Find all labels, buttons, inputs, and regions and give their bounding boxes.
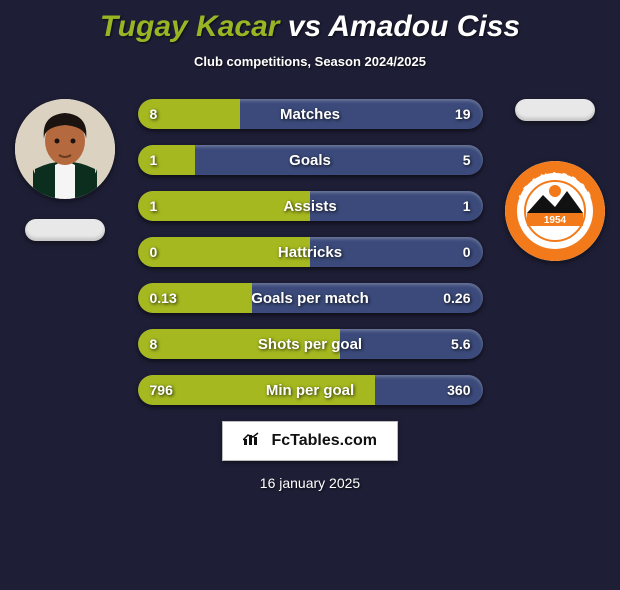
stat-row: 819Matches [138,99,483,129]
stat-bar-bg [138,375,483,405]
player1-name-title: Tugay Kacar [100,10,280,43]
stat-bar-player1 [138,283,253,313]
stat-row: 15Goals [138,145,483,175]
stat-bar-player1 [138,145,196,175]
stat-bar-bg [138,283,483,313]
stat-bar-bg [138,329,483,359]
bar-chart-icon [243,432,265,449]
stat-row: 0.130.26Goals per match [138,283,483,313]
stat-row: 11Assists [138,191,483,221]
stat-bar-player1 [138,237,311,267]
stat-row: 796360Min per goal [138,375,483,405]
stat-bar-player1 [138,329,341,359]
player2-name-title: Amadou Ciss [328,10,520,43]
stat-bar-player1 [138,99,240,129]
player1-flag-pill [25,219,105,241]
stat-row: 85.6Shots per goal [138,329,483,359]
stat-bar-bg [138,99,483,129]
brand-label: FcTables.com [271,432,377,449]
stat-bar-bg [138,145,483,175]
stats-bars: 819Matches 15Goals 11Assists 00Hattricks 0.1… [138,99,483,405]
comparison-title: Tugay Kacar vs Amadou Ciss [0,10,620,44]
player2-flag-pill [515,99,595,121]
brand-box: FcTables.com [222,421,398,461]
footer-date: 16 january 2025 [0,475,620,491]
player2-crest: ADANASPOR ADANA 1954 [505,161,605,261]
player1-avatar [15,99,115,199]
player1-column [10,99,120,241]
stat-bar-bg [138,191,483,221]
comparison-body: ADANASPOR ADANA 1954 819Matches 15Goals 11… [0,99,620,405]
footer: FcTables.com [0,421,620,461]
stat-bar-player1 [138,375,376,405]
player1-photo-icon [15,99,115,199]
stat-row: 00Hattricks [138,237,483,267]
player2-column: ADANASPOR ADANA 1954 [500,99,610,261]
stat-bar-player1 [138,191,311,221]
adanaspor-crest-icon: ADANASPOR ADANA 1954 [505,161,605,261]
svg-text:1954: 1954 [544,215,567,226]
stat-bar-bg [138,237,483,267]
vs-label: vs [288,10,321,43]
subtitle: Club competitions, Season 2024/2025 [0,54,620,69]
